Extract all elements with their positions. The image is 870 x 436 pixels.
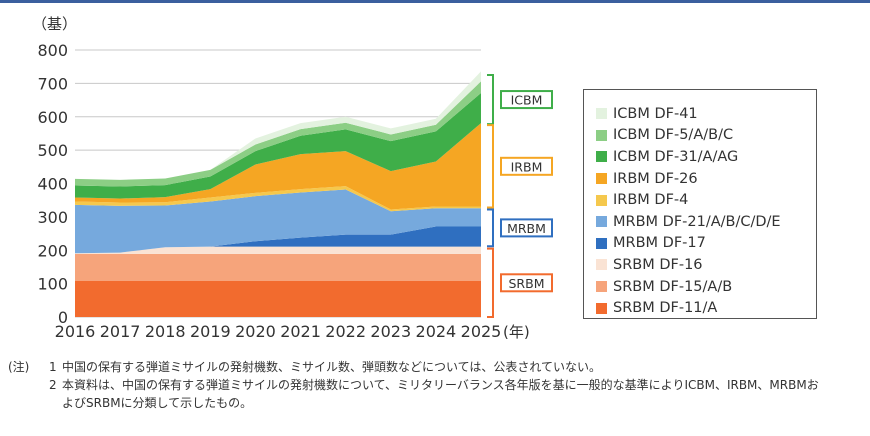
- chart-legend: ICBM DF-41 ICBM DF-5/A/B/C ICBM DF-31/A/AG…: [583, 89, 817, 319]
- stacked-area-chart: 0 100 200 300 400 500 600 700 800 2016 2017 2018 201…: [32, 15, 553, 340]
- group-bracket: [487, 74, 494, 126]
- group-bracket: [487, 208, 494, 248]
- group-label-box: [500, 90, 553, 110]
- legend-item: MRBM DF-21/A/B/C/D/E: [596, 211, 816, 233]
- x-tick-label: 2021: [280, 322, 321, 340]
- legend-swatch: [596, 259, 607, 271]
- legend-item: ICBM DF-5/A/B/C: [596, 125, 816, 147]
- footnote-2: 2 本資料は、中国の保有する弾道ミサイルの発射機数について、ミリタリーバランス各…: [8, 376, 822, 412]
- footnote-text: 中国の保有する弾道ミサイルの発射機数、ミサイル数、弾頭数などについては、公表され…: [62, 360, 602, 374]
- legend-item: IRBM DF-4: [596, 189, 816, 211]
- y-tick-label: 800: [37, 41, 68, 60]
- legend-label: ICBM DF-5/A/B/C: [613, 127, 734, 144]
- legend-item: ICBM DF-41: [596, 103, 816, 125]
- legend-item: ICBM DF-31/A/AG: [596, 146, 816, 168]
- y-tick-label: 400: [37, 175, 68, 194]
- area-series: [75, 189, 481, 254]
- legend-label: ICBM DF-41: [613, 105, 698, 122]
- y-axis-unit: （基）: [32, 15, 77, 33]
- y-tick-label: 300: [37, 208, 68, 227]
- legend-label: ICBM DF-31/A/AG: [613, 148, 739, 165]
- footnote-number: 1: [49, 360, 57, 374]
- x-tick-label: 2025: [461, 322, 502, 340]
- x-tick-label: 2023: [370, 322, 411, 340]
- y-tick-label: 0: [58, 308, 68, 327]
- y-tick-label: 500: [37, 141, 68, 160]
- area-series: [75, 246, 481, 254]
- group-label-box: [500, 218, 553, 238]
- legend-label: MRBM DF-17: [613, 235, 706, 252]
- x-tick-label: 2022: [325, 322, 366, 340]
- area-series: [75, 280, 481, 317]
- footnote-1: (注) 1 中国の保有する弾道ミサイルの発射機数、ミサイル数、弾頭数などについて…: [8, 358, 822, 376]
- group-label: IRBM: [511, 159, 543, 174]
- top-rule: [0, 0, 870, 3]
- area-series: [75, 93, 481, 199]
- legend-label: SRBM DF-11/A: [613, 300, 718, 317]
- footnote-text: 本資料は、中国の保有する弾道ミサイルの発射機数について、ミリタリーバランス各年版…: [62, 378, 819, 410]
- legend-label: IRBM DF-26: [613, 170, 698, 187]
- legend-item: SRBM DF-16: [596, 254, 816, 276]
- area-series: [75, 81, 481, 187]
- legend-swatch: [596, 216, 607, 228]
- group-bracket: [487, 247, 494, 318]
- legend-label: SRBM DF-15/A/B: [613, 278, 733, 295]
- legend-label: IRBM DF-4: [613, 192, 689, 209]
- legend-item: SRBM DF-15/A/B: [596, 276, 816, 298]
- y-tick-label: 200: [37, 241, 68, 260]
- group-label: SRBM: [509, 276, 545, 291]
- group-label: MRBM: [507, 221, 546, 236]
- footnote-number: 2: [49, 378, 57, 392]
- group-label-box: [500, 156, 553, 176]
- footnotes: (注) 1 中国の保有する弾道ミサイルの発射機数、ミサイル数、弾頭数などについて…: [8, 358, 822, 412]
- legend-label: SRBM DF-16: [613, 256, 703, 273]
- y-tick-label: 100: [37, 275, 68, 294]
- area-series: [75, 186, 481, 212]
- y-tick-label: 700: [37, 74, 68, 93]
- legend-swatch: [596, 173, 607, 185]
- group-label-box: [500, 273, 553, 293]
- group-bracket: [487, 124, 494, 209]
- legend-swatch: [596, 151, 607, 163]
- area-series: [75, 226, 481, 254]
- legend-swatch: [596, 281, 607, 293]
- legend-swatch: [596, 302, 607, 314]
- legend-swatch: [596, 129, 607, 141]
- x-tick-label: 2019: [190, 322, 231, 340]
- footnote-prefix: (注): [8, 360, 30, 374]
- area-series: [75, 123, 481, 210]
- x-tick-label: 2020: [235, 322, 276, 340]
- area-series: [75, 253, 481, 281]
- legend-item: SRBM DF-11/A: [596, 297, 816, 319]
- legend-swatch: [596, 194, 607, 206]
- x-tick-label: 2024: [416, 322, 457, 340]
- group-label: ICBM: [511, 93, 543, 108]
- x-tick-label: 2016: [55, 322, 96, 340]
- legend-swatch: [596, 108, 607, 120]
- x-axis-unit: (年): [503, 323, 530, 340]
- legend-item: MRBM DF-17: [596, 233, 816, 255]
- legend-swatch: [596, 237, 607, 249]
- x-tick-label: 2018: [145, 322, 186, 340]
- legend-item: IRBM DF-26: [596, 168, 816, 190]
- legend-label: MRBM DF-21/A/B/C/D/E: [613, 213, 781, 230]
- y-tick-label: 600: [37, 108, 68, 127]
- x-tick-label: 2017: [100, 322, 141, 340]
